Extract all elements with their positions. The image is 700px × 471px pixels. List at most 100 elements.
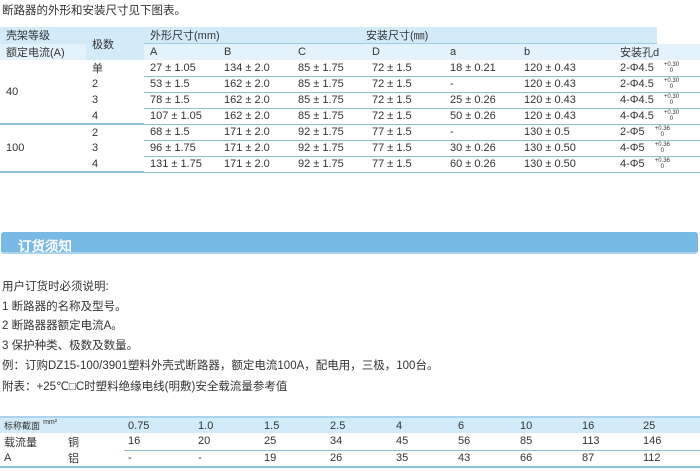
dim-C: 92 ± 1.75 [292,140,366,157]
dim-C: 85 ± 1.75 [292,108,366,125]
label-capacity: 载流量 [4,436,37,449]
note-line: 用户订货时必须说明: [2,281,109,293]
dim-B: 134 ± 2.0 [218,60,292,77]
tolerance-upper: +0.36 [654,158,670,164]
header-section: 标称截面 mm² [0,416,125,433]
poles-cell: 2 [92,78,99,90]
dim-b: 130 ± 0.5 [518,124,614,141]
header-col-2: C [292,43,366,60]
dim-A: 68 ± 1.5 [144,124,218,141]
label-aluminum: 铝 [62,450,125,468]
dim-a: 60 ± 0.26 [444,156,518,173]
note-line: 1 断路器的名称及型号。 [2,301,127,313]
mount-hole: 4-Φ4.5 +0.30 0 [614,108,700,125]
header-col-3: D [366,43,444,60]
hole-spec: 4-Φ4.5 [620,94,654,106]
dim-b: 120 ± 0.43 [518,60,614,77]
table-row: 2 53 ± 1.5 162 ± 2.0 85 ± 1.75 72 ± 1.5-120 … [0,76,700,93]
hole-spec: 2-Φ4.5 [620,78,654,90]
note-line: 3 保护种类、极数及数量。 [2,340,139,352]
dim-a: - [444,124,518,141]
dim-B: 171 ± 2.0 [218,140,292,157]
copper-value: 34 [326,433,393,451]
dim-A: 131 ± 1.75 [144,156,218,173]
table-row: 3 96 ± 1.75 171 ± 2.0 92 ± 1.75 77 ± 1.5 30 ±… [0,140,700,157]
dim-D: 77 ± 1.5 [366,140,444,157]
dim-B: 162 ± 2.0 [218,76,292,93]
header-outer-dims: 外形尺寸(mm) [144,27,366,44]
header-col-1: B [218,43,292,60]
tolerance-lower: 0 [669,100,674,106]
section-title: 订货须知 [18,239,72,254]
dim-a: 50 ± 0.26 [444,108,518,125]
aluminum-value: - [194,450,261,468]
section-value: 10 [516,416,579,433]
dim-D: 72 ± 1.5 [366,108,444,125]
poles-cell: 4 [86,156,144,173]
copper-value: 113 [578,433,639,451]
tolerance-upper: +0.36 [654,126,670,132]
copper-value: 45 [392,433,455,451]
section-value: 2.5 [326,416,393,433]
dim-b: 120 ± 0.43 [518,92,614,109]
dim-C: 92 ± 1.75 [292,156,366,173]
dim-C: 85 ± 1.75 [292,92,366,109]
dim-b: 130 ± 0.50 [518,156,614,173]
dim-D: 72 ± 1.5 [366,60,444,77]
dim-D: 77 ± 1.5 [366,156,444,173]
hole-spec: 4-Φ5 [620,158,645,170]
header-frame-2: 额定电流(A) [0,43,86,60]
section-value: 1.5 [260,416,327,433]
hole-spec: 4-Φ5 [620,142,645,154]
mount-hole: 2-Φ4.5 +0.30 0 [614,76,700,93]
tolerance-upper: +0.36 [654,142,670,148]
copper-value: 25 [260,433,327,451]
mount-hole: 4-Φ5 +0.36 0 [614,140,700,157]
label-unit-a: A [0,450,62,468]
dim-A: 27 ± 1.05 [144,60,218,77]
dim-a: 25 ± 0.26 [444,92,518,109]
section-value: 25 [639,416,700,433]
header-section-label: 标称截面 [4,421,41,431]
hole-tolerance: +0.36 0 [655,126,670,138]
header-mount-dims: 安装尺寸(㎜) [366,27,657,44]
dim-A: 53 ± 1.5 [144,76,218,93]
frame-rating: 100 [0,124,86,173]
hole-tolerance: +0.36 0 [655,158,670,170]
tolerance-lower: 0 [669,116,674,122]
dim-D: 77 ± 1.5 [366,124,444,141]
tolerance-upper: +0.30 [663,61,680,68]
dim-A: 78 ± 1.5 [144,92,218,109]
header-col-0: A [144,43,218,60]
tolerance-lower: 0 [660,148,664,154]
poles-cell: 单 [92,63,103,75]
note-line: 2 断路器器额定电流A。 [2,320,123,332]
dim-b: 130 ± 0.50 [518,140,614,157]
dim-a: 18 ± 0.21 [444,60,518,77]
header-col-4: a [444,43,518,60]
dim-D: 72 ± 1.5 [366,76,444,93]
intro-text: 断路器的外形和安装尺寸见下图表。 [2,5,186,17]
dim-A: 107 ± 1.05 [144,108,218,125]
hole-tolerance: +0.30 0 [664,78,679,90]
header-poles: 极数 [86,27,144,60]
tolerance-upper: +0.30 [663,110,680,116]
copper-value: 20 [194,433,261,451]
mount-hole: 4-Φ4.5 +0.30 0 [614,92,700,109]
poles-cell: 3 [92,142,99,154]
poles-cell: 2 [92,126,99,139]
table-row: 100 2 68 ± 1.5 171 ± 2.0 92 ± 1.75 77 ± 1.5-1… [0,124,700,173]
header-frame-1: 壳架等级 [0,27,86,44]
aluminum-value: 43 [454,450,517,468]
mount-hole: 2-Φ5 +0.36 0 [614,124,700,141]
hole-spec: 2-Φ5 [620,126,645,138]
tolerance-upper: +0.30 [663,78,680,84]
dim-B: 162 ± 2.0 [218,108,292,125]
hole-tolerance: +0.30 0 [664,110,679,122]
note-line: 例：订购DZ15-100/3901塑料外壳式断路器，额定电流100A，配电用，三… [2,360,439,372]
hole-tolerance: +0.36 0 [655,142,670,154]
tolerance-lower: 0 [660,132,664,138]
tolerance-lower: 0 [669,67,674,74]
table-row: 4 131 ± 1.75 171 ± 2.0 92 ± 1.75 77 ± 1.5 60 … [0,156,700,173]
